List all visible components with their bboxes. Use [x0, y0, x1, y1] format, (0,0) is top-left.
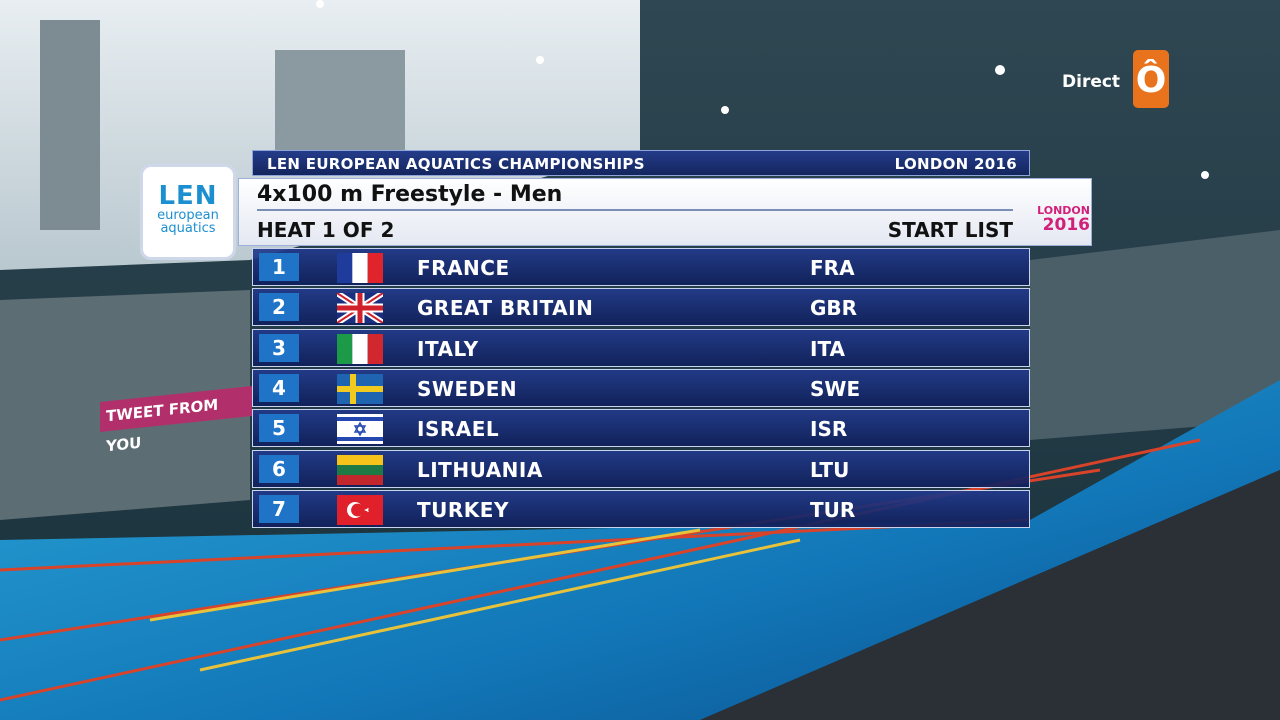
country-code: LTU — [810, 457, 850, 482]
lane-row: 4 SWEDEN SWE — [252, 368, 1030, 408]
channel-logo: Ô — [1133, 50, 1169, 108]
country-name: ISRAEL — [417, 417, 500, 442]
lane-number: 5 — [259, 414, 299, 443]
country-flag — [337, 414, 383, 448]
lane-number: 3 — [259, 333, 299, 362]
lane-row: 2 GREAT BRITAIN GBR — [252, 288, 1030, 327]
london-logo: LONDON 2016 — [1024, 188, 1090, 238]
list-label: START LIST — [887, 218, 1013, 242]
country-name: LITHUANIA — [417, 457, 543, 482]
channel-label: Direct — [1062, 72, 1121, 92]
lane-row: 6 LITHUANIA LTU — [252, 449, 1030, 489]
london-logo-text: 2016 — [1042, 215, 1090, 235]
lane-row: 5 ISRAEL ISR — [252, 409, 1030, 448]
country-name: GREAT BRITAIN — [417, 296, 594, 321]
country-name: SWEDEN — [417, 376, 518, 401]
lane-row: 7 TURKEY TUR — [252, 489, 1030, 529]
country-name: ITALY — [417, 336, 479, 361]
country-flag — [337, 373, 383, 408]
title-panel: 4x100 m Freestyle - Men HEAT 1 OF 2 STAR… — [238, 178, 1092, 246]
lane-number: 7 — [259, 494, 299, 523]
country-flag — [337, 333, 383, 368]
country-code: ITA — [810, 336, 846, 361]
divider — [257, 209, 1013, 211]
event-location: LONDON 2016 — [894, 155, 1017, 173]
race-title: 4x100 m Freestyle - Men — [257, 182, 563, 207]
country-code: SWE — [810, 376, 861, 401]
country-flag — [335, 290, 385, 327]
lane-row: 3 ITALY ITA — [252, 328, 1030, 368]
heat-label: HEAT 1 OF 2 — [257, 218, 395, 242]
country-code: TUR — [810, 497, 856, 522]
country-flag — [337, 454, 383, 489]
country-flag — [337, 253, 383, 287]
event-banner: LEN EUROPEAN AQUATICS CHAMPIONSHIPS LOND… — [252, 150, 1030, 176]
country-flag — [337, 494, 383, 529]
country-code: GBR — [810, 296, 858, 321]
country-code: ISR — [810, 417, 848, 442]
event-name: LEN EUROPEAN AQUATICS CHAMPIONSHIPS — [267, 155, 645, 173]
lane-number: 1 — [259, 253, 299, 281]
country-name: TURKEY — [417, 497, 509, 522]
len-logo: LEN european aquatics — [143, 167, 233, 257]
lane-number: 6 — [259, 454, 299, 483]
len-logo-text: aquatics — [160, 221, 216, 236]
country-code: FRA — [810, 256, 855, 280]
country-name: FRANCE — [417, 256, 510, 280]
london-logo-text: LONDON — [1037, 204, 1090, 217]
lane-number: 4 — [259, 373, 299, 402]
len-logo-text: LEN — [158, 181, 218, 211]
lane-number: 2 — [259, 293, 299, 322]
lane-row: 1 FRANCE FRA — [252, 248, 1030, 286]
len-logo-text: european — [157, 208, 219, 223]
